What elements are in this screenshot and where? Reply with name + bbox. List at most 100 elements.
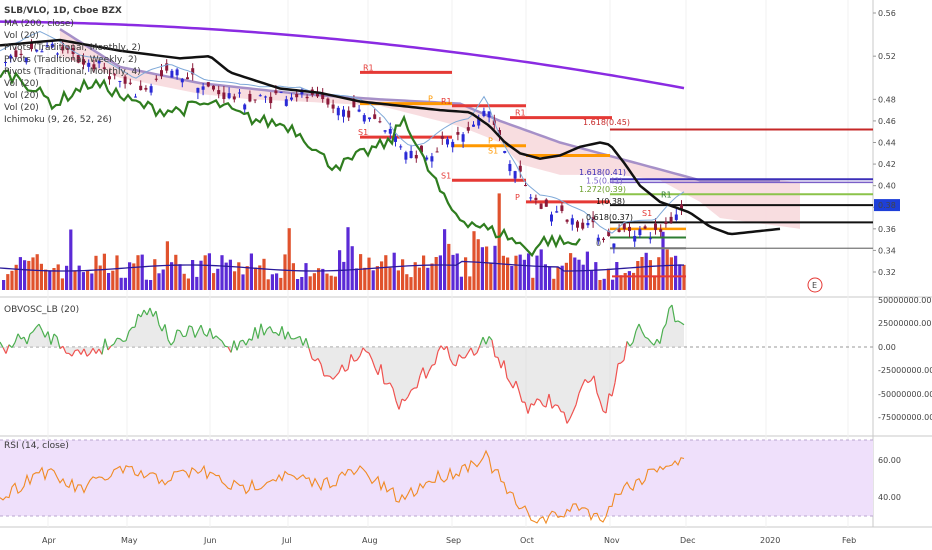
candle-body (446, 139, 449, 145)
obv-segment (140, 309, 145, 318)
volume-bar (136, 255, 140, 290)
obv-segment (191, 326, 196, 338)
volume-bar (354, 268, 358, 290)
obv-segment (77, 349, 82, 355)
candle-body (503, 151, 507, 153)
obv-segment (443, 345, 448, 351)
obv-segment (53, 333, 58, 338)
obv-segment (50, 333, 55, 345)
obv-segment (464, 352, 469, 359)
obv-segment (239, 339, 244, 342)
candle-body (430, 156, 434, 162)
volume-bar (86, 270, 90, 290)
volume-bar (14, 264, 18, 290)
candle-body (134, 96, 137, 98)
obv-segment (176, 329, 181, 332)
volume-bar (497, 193, 501, 290)
candle-body (399, 146, 403, 148)
candle-body (61, 46, 65, 51)
obv-segment (659, 328, 664, 344)
legend-vol-1[interactable]: Vol (20) (4, 31, 39, 41)
legend-pivots-monthly[interactable]: Pivots (Traditional, Monthly, 2) (4, 43, 141, 53)
legend-pivots-weekly[interactable]: Pivots (Traditional, Weekly, 2) (4, 55, 138, 65)
volume-bar (627, 271, 631, 290)
rsi-title[interactable]: RSI (14, close) (4, 441, 69, 451)
volume-bar (560, 265, 564, 290)
tenkan-line (0, 30, 685, 234)
obv-segment (23, 336, 28, 345)
volume-bar (548, 266, 552, 290)
obv-segment (491, 339, 496, 357)
candle-body (394, 136, 397, 142)
candle-body (420, 145, 423, 153)
obv-segment (566, 418, 571, 424)
obv-segment (8, 344, 13, 348)
obv-segment (485, 336, 490, 345)
obv-segment (266, 326, 271, 330)
obv-segment (287, 331, 292, 339)
volume-bar (644, 252, 648, 290)
candle-body (383, 130, 387, 132)
pivot-lines (360, 70, 873, 278)
volume-bar (380, 261, 384, 290)
volume-bar (514, 255, 518, 290)
obv-segment (47, 331, 52, 345)
obv-segment (551, 404, 556, 409)
obv-segment (596, 392, 601, 402)
candle-body (560, 205, 564, 212)
obv-segment (359, 347, 364, 357)
obv-oscillator (0, 304, 685, 424)
obv-segment (458, 354, 463, 359)
pivot-label: P (428, 95, 433, 104)
obv-segment (0, 341, 4, 348)
obv-segment (116, 337, 121, 340)
obv-segment (584, 378, 589, 384)
fib-label: 0 (596, 239, 601, 248)
volume-bar (493, 245, 497, 290)
obv-segment (71, 350, 76, 357)
price-tick: 0.40 (878, 182, 896, 191)
volume-bar (191, 260, 195, 290)
volume-bar (438, 255, 442, 290)
candle-body (149, 86, 153, 93)
obv-segment (509, 382, 514, 389)
volume-bar (510, 266, 514, 290)
legend-pivots-monthly-4[interactable]: Pivots (Traditional, Monthly, 4) (4, 67, 141, 77)
legend-vol-4[interactable]: Vol (20) (4, 103, 39, 113)
time-tick: Nov (604, 536, 620, 545)
obv-title[interactable]: OBVOSC_LB (20) (4, 305, 80, 315)
legend-vol-3[interactable]: Vol (20) (4, 91, 39, 101)
volume-bar (228, 259, 232, 290)
obv-segment (29, 331, 34, 335)
obv-segment (605, 393, 610, 414)
candle-body (461, 134, 465, 142)
volume-bar (375, 266, 379, 290)
price-tick: 0.42 (878, 160, 896, 169)
symbol-title[interactable]: SLB/VLO, 1D, Cboe BZX (4, 6, 122, 16)
legend-vol-2[interactable]: Vol (20) (4, 79, 39, 89)
candle-body (643, 226, 647, 229)
obv-segment (38, 323, 43, 331)
obv-segment (113, 337, 118, 345)
legend-ma[interactable]: MA (200, close) (4, 19, 74, 29)
legend-ichimoku[interactable]: Ichimoku (9, 26, 52, 26) (4, 115, 112, 125)
indicator-lines (0, 20, 781, 258)
obv-segment (425, 370, 430, 379)
obv-segment (302, 338, 307, 346)
obv-segment (386, 382, 391, 385)
candle-body (305, 96, 309, 99)
obv-segment (401, 398, 406, 402)
obv-segment (314, 357, 319, 362)
candle-body (342, 109, 345, 117)
rsi-tick: 40.00 (878, 493, 901, 502)
obv-segment (374, 367, 379, 376)
obv-segment (332, 375, 337, 380)
obv-segment (611, 382, 616, 397)
candle-body (404, 152, 408, 160)
candle-body (617, 229, 621, 232)
obv-segment (158, 324, 163, 332)
obv-segment (62, 345, 67, 354)
obv-segment (572, 404, 577, 412)
obv-segment (233, 340, 238, 351)
